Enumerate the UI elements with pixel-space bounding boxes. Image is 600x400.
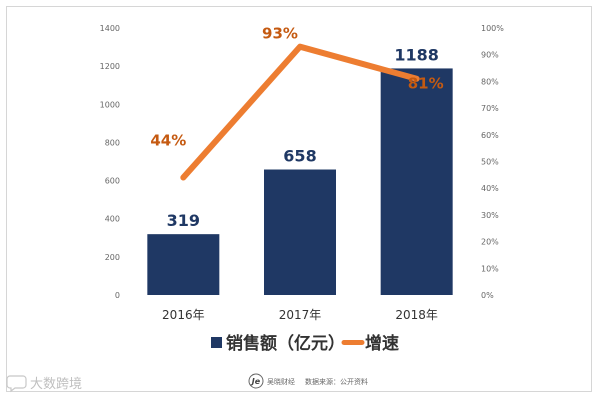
growth-rate-label: 44% [150,132,186,150]
watermark-text: 大数跨境 [30,377,82,392]
left-axis-tick-label: 0 [115,291,120,300]
left-axis-tick-label: 600 [105,177,120,186]
image-border [6,6,592,392]
data-source: 数据来源：公开资料 [305,377,368,386]
category-axis: 2016年 2017年 2018年 [162,308,438,322]
bar-series [147,68,453,295]
line-series [180,43,420,181]
right-axis-ticks: 0% 10% 20% 30% 40% 50% 60% 70% 80% 90% 100% [481,24,504,300]
bar-value-label: 658 [283,147,316,166]
bar-value-label: 319 [167,211,200,230]
category-label: 2017年 [279,308,322,322]
left-axis-ticks: 0 200 400 600 800 1000 1200 1400 [100,24,120,300]
left-axis-tick-label: 1400 [100,24,120,33]
left-axis-tick-label: 400 [105,215,120,224]
category-label: 2018年 [395,308,438,322]
speech-bubble-icon [6,375,27,393]
legend: 销售额（亿元） 增速 [211,333,399,354]
right-axis-tick-label: 20% [481,238,499,247]
brand-name: 吴晓财经 [267,377,295,386]
right-axis-tick-label: 50% [481,158,499,167]
growth-rate-label: 81% [408,75,444,93]
right-axis-tick-label: 0% [481,291,494,300]
bar-value-label: 1188 [394,45,439,64]
right-axis-tick-label: 10% [481,264,499,273]
legend-swatch-sales [211,337,222,348]
right-axis-tick-label: 90% [481,51,499,60]
footer-source: Je 吴晓财经 数据来源：公开资料 [248,373,368,389]
line-data-labels: 44% 93% 81% [150,25,443,150]
brand-logo-text: Je [250,377,261,386]
growth-rate-label: 93% [262,25,298,43]
left-axis-tick-label: 200 [105,253,120,262]
bar [264,169,336,295]
legend-label-growth: 增速 [365,333,399,354]
bar [147,234,220,295]
category-label: 2016年 [162,308,205,322]
left-axis-tick-label: 800 [105,138,120,147]
right-axis-tick-label: 60% [481,131,499,140]
left-axis-tick-label: 1000 [100,100,120,109]
left-axis-tick-label: 1200 [100,62,120,71]
growth-line [180,43,420,181]
bar [380,68,453,295]
brand-logo-icon [248,373,264,389]
right-axis-tick-label: 80% [481,77,499,86]
legend-label-sales: 销售额（亿元） [226,333,345,354]
right-axis-tick-label: 100% [481,24,504,33]
right-axis-tick-label: 30% [481,211,499,220]
watermark: 大数跨境 [6,375,82,393]
right-axis-tick-label: 70% [481,104,499,113]
bar-data-labels: 319 658 1188 [167,45,439,230]
right-axis-tick-label: 40% [481,184,499,193]
